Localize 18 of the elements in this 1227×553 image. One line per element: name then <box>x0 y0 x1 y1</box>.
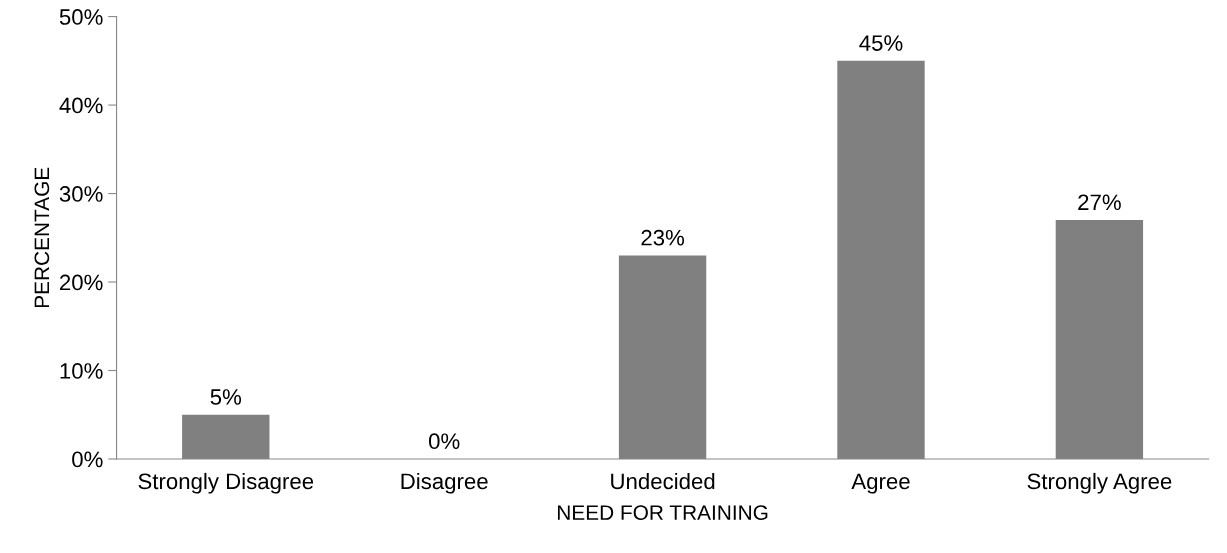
x-axis-title: NEED FOR TRAINING <box>557 505 768 521</box>
x-tick-label: Strongly Disagree <box>138 472 314 494</box>
y-tick-label: 50% <box>59 9 103 25</box>
y-tick-label: 0% <box>72 451 103 468</box>
y-tick-label: 40% <box>59 97 103 114</box>
x-tick-label: Undecided <box>611 472 715 490</box>
data-label: 0% <box>428 433 460 450</box>
y-tick-label: 30% <box>59 186 103 202</box>
data-label: 45% <box>859 35 903 51</box>
x-tick-label: Disagree <box>401 472 488 494</box>
data-label: 27% <box>1078 194 1121 211</box>
data-label: 5% <box>210 389 242 405</box>
x-tick-label: Strongly Agree <box>1027 472 1172 494</box>
x-tick-label: Agree <box>851 473 910 494</box>
data-label: 23% <box>641 229 685 246</box>
y-axis-title: PERCENTAGE <box>34 167 50 308</box>
y-tick-label: 20% <box>60 274 103 291</box>
y-tick-label: 10% <box>60 363 103 379</box>
